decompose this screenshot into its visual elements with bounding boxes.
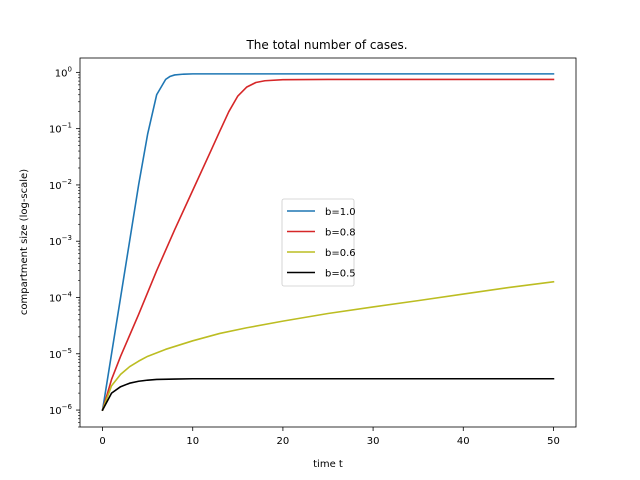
x-axis-label: time t xyxy=(313,459,343,470)
y-tick-label: 10−2 xyxy=(49,178,72,192)
y-axis: 10−6 10−5 10−4 10−3 10−2 10−1 100 xyxy=(49,65,80,428)
y-tick-label: 10−1 xyxy=(49,122,72,136)
y-axis-label: compartment size (log-scale) xyxy=(19,169,30,315)
legend-box xyxy=(281,198,355,287)
series-line-3 xyxy=(101,377,555,412)
y-tick-label: 10−4 xyxy=(49,290,73,304)
y-tick-label: 100 xyxy=(55,65,72,79)
x-tick-label: 20 xyxy=(277,436,290,447)
x-tick-label: 30 xyxy=(367,436,380,447)
x-tick-label: 10 xyxy=(186,436,199,447)
series-line-0 xyxy=(101,73,555,411)
legend-label: b=1.0 xyxy=(325,207,356,218)
x-tick-label: 40 xyxy=(457,436,470,447)
y-tick-label: 10−6 xyxy=(49,403,73,417)
x-tick-label: 0 xyxy=(99,436,105,447)
x-tick-label: 50 xyxy=(547,436,560,447)
plot-lines xyxy=(101,73,555,412)
legend: b=1.0 b=0.8 b=0.6 b=0.5 xyxy=(281,198,356,287)
legend-label: b=0.6 xyxy=(325,248,356,259)
y-tick-label: 10−3 xyxy=(49,234,72,248)
legend-label: b=0.5 xyxy=(325,269,356,280)
y-tick-label: 10−5 xyxy=(49,347,72,361)
chart-title: The total number of cases. xyxy=(245,38,407,52)
x-axis: 0 10 20 30 40 50 xyxy=(99,427,560,447)
series-line-1 xyxy=(101,78,555,412)
series-line-2 xyxy=(101,280,555,412)
legend-label: b=0.8 xyxy=(325,228,356,239)
plot-frame xyxy=(79,57,577,428)
